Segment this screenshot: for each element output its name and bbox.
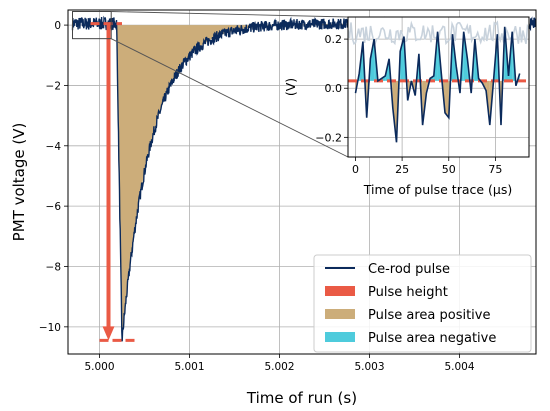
legend-label-ce-rod-pulse: Ce-rod pulse (368, 262, 450, 277)
y-axis-label: PMT voltage (V) (10, 123, 28, 242)
y-tick-label: −4 (46, 141, 62, 153)
legend-swatch-pulse-area-positive (325, 309, 355, 319)
legend-frame (313, 254, 532, 353)
x-tick-label: 5.002 (264, 361, 294, 373)
main-ticks: 5.000 5.001 5.002 5.003 5.004 0 −2 −4 −6 −8 −10 (39, 20, 475, 373)
legend-swatch-pulse-height (325, 286, 355, 296)
x-axis-label: Time of run (s) (246, 389, 357, 407)
x-tick-label: 5.003 (354, 361, 384, 373)
legend: Ce-rod pulse Pulse height Pulse area pos… (313, 254, 532, 353)
legend-label-pulse-area-positive: Pulse area positive (368, 308, 490, 323)
legend-label-pulse-area-negative-text: Pulse area negative (368, 331, 496, 346)
x-tick-label: 5.004 (444, 361, 474, 373)
inset-plot-area (348, 20, 529, 143)
inset-axes-frame (347, 16, 530, 158)
main-axes-frame (67, 9, 537, 355)
x-tick-label: 5.000 (84, 361, 114, 373)
inset-y-tick-label: 0.2 (325, 33, 343, 46)
inset-y-tick-label: 0.0 (325, 82, 343, 95)
zoom-indicator (72, 11, 349, 158)
zoom-rectangle (72, 11, 112, 40)
y-tick-label: 0 (54, 20, 61, 32)
inset-y-tick-label: −0.2 (315, 131, 342, 144)
y-tick-label: −8 (46, 261, 61, 273)
y-tick-label: −6 (46, 201, 62, 213)
pulse-height-arrow-head (102, 326, 115, 341)
pulse-height-marker (90, 22, 136, 342)
zoom-connector-top (111, 11, 349, 18)
pulse-area-positive (116, 23, 536, 339)
x-tick-label: 5.001 (174, 361, 204, 373)
inset-area-positive-segment (445, 80, 449, 118)
inset-x-tick-label: 50 (442, 163, 456, 176)
legend-label-pulse-height: Pulse height (368, 285, 448, 300)
inset-pulse-line (354, 26, 521, 143)
zoom-connector-bottom (110, 38, 349, 158)
y-tick-label: −10 (39, 322, 61, 334)
inset-x-tick-label: 75 (488, 163, 502, 176)
inset-y-axis-label: (V) (283, 78, 298, 96)
inset-x-axis-label: Time of pulse trace (μs) (363, 182, 513, 197)
inset-area-negative-segment (370, 39, 375, 81)
inset-ticks: 0 25 50 75 −0.2 0.0 0.2 (315, 33, 502, 176)
legend-swatch-pulse-area-negative (325, 332, 355, 342)
y-tick-label: −2 (46, 80, 61, 92)
inset-x-tick-label: 0 (352, 163, 359, 176)
inset-x-tick-label: 25 (395, 163, 409, 176)
